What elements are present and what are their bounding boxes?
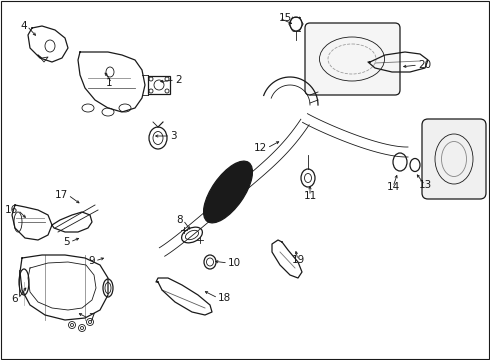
Ellipse shape (203, 161, 252, 223)
FancyBboxPatch shape (422, 119, 486, 199)
Text: 13: 13 (418, 180, 432, 190)
Text: 14: 14 (387, 182, 400, 192)
Text: 16: 16 (5, 205, 18, 215)
FancyBboxPatch shape (305, 23, 400, 95)
Text: 12: 12 (254, 143, 267, 153)
Text: 6: 6 (11, 294, 18, 304)
Text: 15: 15 (279, 13, 292, 23)
Text: 8: 8 (176, 215, 183, 225)
Text: 7: 7 (88, 313, 95, 323)
Text: 1: 1 (105, 78, 112, 88)
Text: 17: 17 (55, 190, 68, 200)
Text: 20: 20 (418, 60, 431, 70)
Text: 11: 11 (303, 191, 317, 201)
Text: 19: 19 (292, 255, 305, 265)
Text: 2: 2 (175, 75, 182, 85)
Text: 5: 5 (63, 237, 70, 247)
Bar (148, 76, 170, 94)
Text: 3: 3 (170, 131, 176, 141)
Text: 4: 4 (21, 21, 27, 31)
Text: 18: 18 (218, 293, 231, 303)
Text: 9: 9 (88, 256, 95, 266)
Text: 10: 10 (228, 258, 241, 268)
